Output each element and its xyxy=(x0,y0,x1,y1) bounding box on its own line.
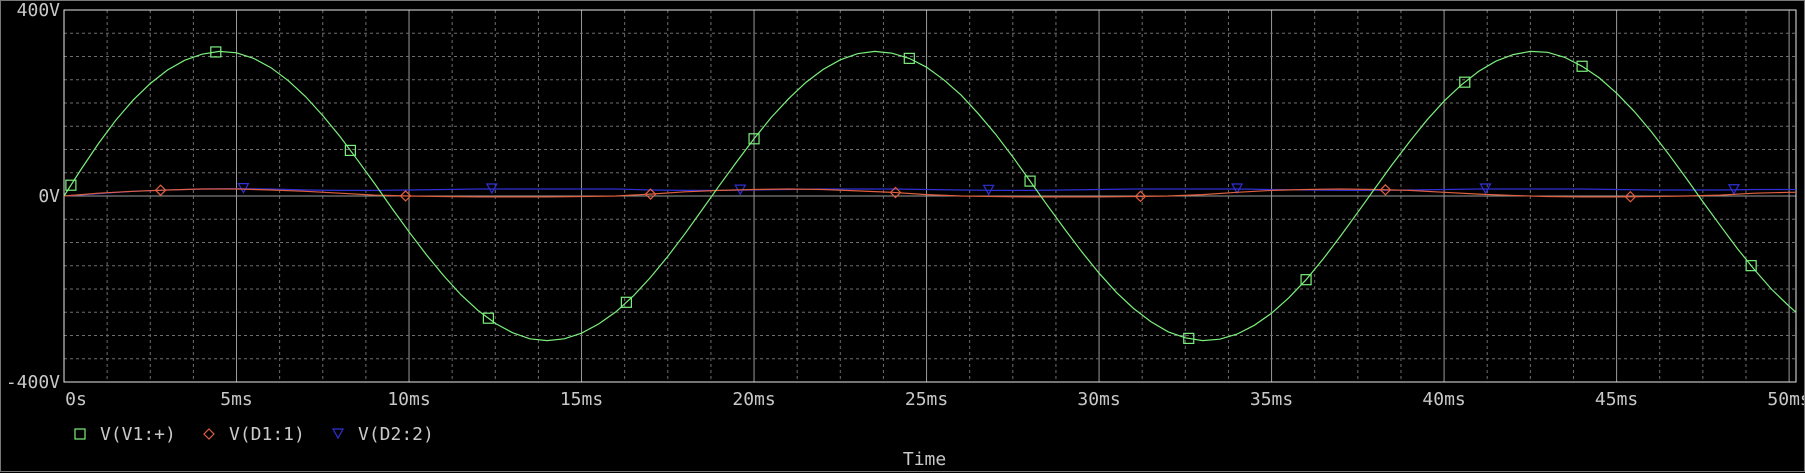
x-tick-label: 5ms xyxy=(220,389,253,410)
series-marker-square xyxy=(1024,175,1036,187)
series-marker-square xyxy=(748,133,760,145)
grid xyxy=(63,9,1796,383)
x-tick-label: 15ms xyxy=(560,389,603,410)
y-tick-labels: -400V 0V 400V xyxy=(6,0,60,393)
x-tick-label: 20ms xyxy=(732,389,775,410)
series-marker-diamond xyxy=(1134,190,1147,203)
x-tick-label: 10ms xyxy=(387,389,430,410)
series-marker-square xyxy=(74,428,86,440)
legend-label: V(D1:1) xyxy=(229,424,305,445)
y-tick-label: 0V xyxy=(38,186,60,207)
series-marker-triangle xyxy=(1727,184,1740,196)
series-marker-triangle xyxy=(237,183,250,194)
legend-label: V(V1:+) xyxy=(100,424,176,445)
x-tick-labels: 0s 5ms 10ms 15ms 20ms 25ms 30ms 35ms 40ms 45ms 50m… xyxy=(65,389,1805,410)
series-v-d2-2- xyxy=(63,183,1796,197)
series-marker-triangle xyxy=(1479,183,1492,195)
y-tick-label: -400V xyxy=(6,372,60,393)
legend: V(V1:+) V(D1:1) V(D2:2) xyxy=(74,424,434,445)
x-tick-label: 35ms xyxy=(1250,389,1293,410)
x-tick-label: 50ms xyxy=(1767,389,1805,410)
series-marker-diamond xyxy=(154,184,167,197)
x-tick-label: 45ms xyxy=(1595,389,1638,410)
series-layer xyxy=(63,46,1797,344)
series-marker-diamond xyxy=(1379,183,1392,196)
series-marker-diamond xyxy=(203,428,215,440)
series-marker-square xyxy=(903,52,915,64)
series-marker-triangle xyxy=(485,183,498,195)
series-marker-square xyxy=(620,296,632,308)
x-axis-label: Time xyxy=(903,449,946,470)
legend-label: V(D2:2) xyxy=(358,424,434,445)
series-marker-square xyxy=(482,312,494,324)
series-marker-triangle xyxy=(331,428,345,440)
series-line xyxy=(63,187,1796,197)
x-tick-label: 40ms xyxy=(1422,389,1465,410)
series-marker-triangle xyxy=(982,184,995,196)
y-tick-label: 400V xyxy=(17,0,61,21)
x-tick-label: 25ms xyxy=(905,389,948,410)
series-marker-square xyxy=(1745,260,1757,272)
series-marker-square xyxy=(344,144,356,157)
series-marker-triangle xyxy=(1231,183,1244,195)
series-marker-diamond xyxy=(1624,190,1637,203)
series-marker-square xyxy=(1576,60,1588,72)
series-marker-diamond xyxy=(644,188,657,200)
series-marker-square xyxy=(1300,274,1312,286)
series-marker-diamond xyxy=(399,190,412,202)
series-marker-diamond xyxy=(889,186,902,199)
series-v-d1-1- xyxy=(63,183,1796,203)
series-v-v1- xyxy=(63,46,1797,344)
series-line xyxy=(63,188,1796,198)
x-tick-label: 0s xyxy=(65,389,87,410)
series-marker-square xyxy=(210,46,222,58)
series-marker-square xyxy=(1459,76,1471,88)
x-tick-label: 30ms xyxy=(1077,389,1120,410)
series-marker-square xyxy=(65,179,77,191)
series-marker-square xyxy=(1183,332,1195,344)
